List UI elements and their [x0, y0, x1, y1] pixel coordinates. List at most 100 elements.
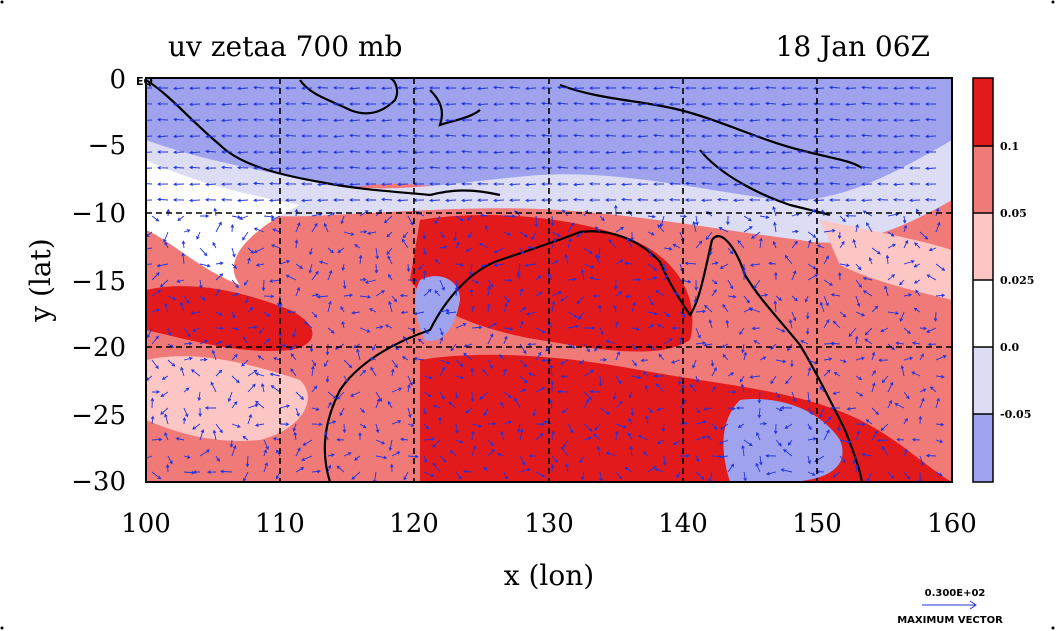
wind-vector	[503, 420, 513, 425]
wind-vector	[527, 342, 537, 347]
wind-vector	[823, 255, 829, 265]
wind-vector	[759, 293, 769, 297]
wind-vector	[887, 274, 896, 281]
wind-vector	[567, 222, 575, 233]
wind-vector	[381, 182, 393, 187]
wind-vector	[150, 415, 155, 425]
wind-vector	[231, 353, 238, 361]
coastline-borneo	[299, 78, 399, 115]
wind-vector	[599, 327, 604, 336]
wind-vector	[605, 182, 617, 187]
wind-vector	[589, 166, 601, 171]
wind-vector	[671, 326, 681, 330]
wind-vector	[499, 354, 505, 361]
wind-vector	[896, 437, 905, 442]
wind-vector	[733, 101, 745, 106]
wind-vector	[469, 288, 474, 297]
wind-vector	[621, 85, 633, 90]
wind-vector	[877, 102, 889, 106]
field-blue-blob-west	[415, 276, 460, 341]
wind-vector	[183, 327, 191, 338]
wind-vector	[381, 86, 393, 91]
wind-vector	[615, 400, 623, 409]
wind-vector	[577, 311, 585, 321]
wind-vector	[845, 182, 857, 187]
wind-vector	[894, 403, 905, 409]
wind-vector	[672, 243, 681, 249]
wind-vector	[493, 247, 505, 254]
wind-vector	[708, 319, 713, 329]
wind-vector	[358, 432, 362, 441]
wind-vector	[455, 285, 459, 297]
wind-vector	[340, 306, 345, 313]
wind-vector	[227, 391, 233, 403]
wind-vector	[199, 295, 206, 301]
wind-vector	[500, 401, 505, 409]
wind-vector	[605, 150, 617, 155]
wind-vector	[285, 102, 297, 106]
wind-vector	[231, 327, 239, 331]
wind-vector	[656, 407, 665, 412]
wind-vector	[302, 439, 313, 446]
wind-vector	[198, 407, 202, 418]
x-tick-1: 110	[255, 509, 305, 539]
wind-vector	[887, 243, 896, 249]
wind-vector	[673, 292, 681, 297]
wind-vector	[247, 383, 256, 393]
wind-vector	[423, 269, 427, 281]
wind-vector	[701, 165, 713, 170]
wind-vector	[221, 197, 233, 202]
wind-vector	[181, 252, 185, 265]
wind-vector	[215, 340, 223, 345]
wind-vector	[655, 290, 665, 297]
wind-vector	[653, 102, 665, 107]
wind-vector	[429, 134, 441, 138]
wind-vector	[487, 359, 493, 369]
wind-vector	[375, 455, 388, 460]
wind-vector	[189, 182, 201, 187]
wind-vector	[183, 407, 189, 418]
wind-vector	[173, 165, 185, 170]
wind-vector	[295, 222, 301, 233]
wind-vector	[183, 455, 191, 459]
wind-vector	[653, 374, 665, 378]
wind-vector	[781, 86, 793, 91]
wind-vector	[653, 166, 665, 171]
wind-vector	[805, 327, 810, 336]
wind-vector	[735, 406, 745, 410]
wind-vector	[359, 327, 371, 333]
wind-vector	[861, 150, 873, 155]
wind-vector	[692, 221, 697, 233]
wind-vector	[837, 231, 842, 240]
wind-vector	[215, 326, 224, 331]
wind-vector	[470, 367, 475, 377]
wind-vector	[301, 166, 313, 171]
wind-vector	[783, 449, 793, 457]
wind-vector	[461, 198, 473, 203]
wind-vector	[165, 464, 170, 473]
wind-vector	[621, 166, 633, 170]
wind-vector	[269, 198, 281, 203]
wind-vector	[706, 435, 713, 441]
wind-vector	[579, 455, 585, 464]
wind-vector	[429, 165, 441, 170]
wind-vector	[605, 339, 617, 345]
wind-vector	[861, 198, 873, 203]
wind-vector	[848, 327, 857, 338]
wind-vector	[927, 342, 937, 347]
wind-vector	[423, 407, 427, 415]
wind-vector	[406, 263, 411, 273]
wind-vector	[215, 273, 224, 281]
wind-vector	[190, 311, 201, 315]
wind-vector	[215, 288, 220, 297]
chart-title-left: uv zetaa 700 mb	[168, 30, 402, 63]
wind-vector	[551, 260, 559, 265]
wind-vector	[503, 327, 514, 331]
wind-vector	[589, 117, 601, 122]
wind-vector	[685, 198, 697, 202]
wind-vector	[807, 437, 817, 441]
wind-vector	[400, 310, 409, 315]
wind-vector	[263, 439, 269, 450]
wind-vector	[693, 295, 698, 304]
wind-vector	[493, 198, 505, 203]
